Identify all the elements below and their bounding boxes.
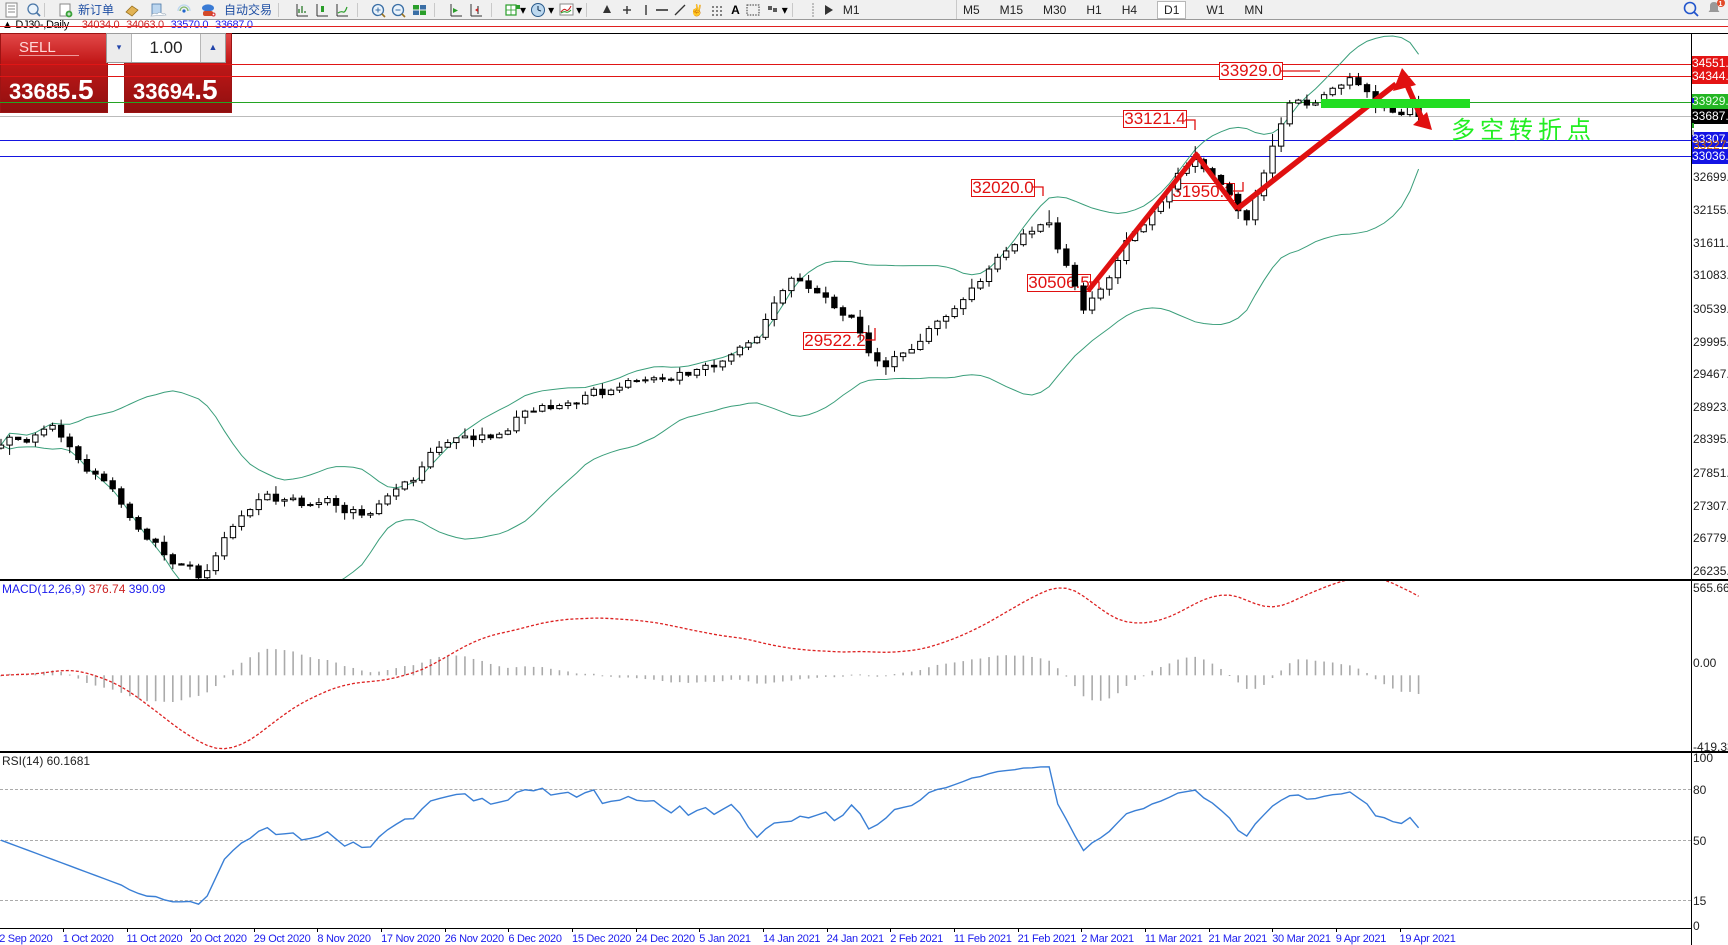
- svg-text:1: 1: [1719, 1, 1723, 8]
- svg-text:✌: ✌: [690, 3, 704, 17]
- svg-text:多空转折点: 多空转折点: [1451, 117, 1596, 144]
